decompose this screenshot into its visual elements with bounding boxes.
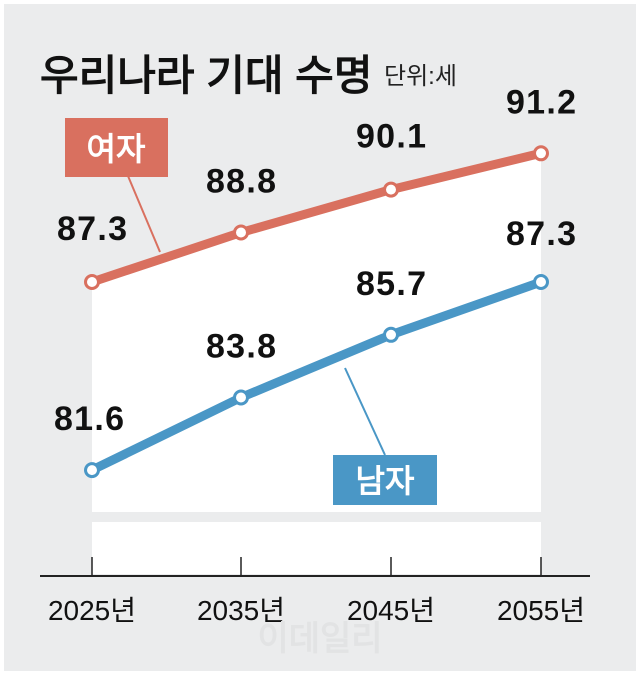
chart-title: 우리나라 기대 수명 xyxy=(40,52,372,99)
x-tick-label: 2045년 xyxy=(347,595,435,626)
male-data-point xyxy=(383,326,399,343)
male-data-label: 87.3 xyxy=(506,215,576,253)
female-data-point xyxy=(233,224,249,241)
watermark-logo: 이데일리 xyxy=(257,620,382,658)
male-legend-label: 남자 xyxy=(356,463,415,499)
male-data-point xyxy=(84,462,100,479)
female-series-line xyxy=(90,148,543,287)
plot-area-fill xyxy=(92,153,541,513)
female-data-label: 88.8 xyxy=(206,163,276,201)
male-data-label: 83.8 xyxy=(206,328,276,366)
unit-label: 단위:세 xyxy=(384,63,457,90)
female-callout-pointer xyxy=(127,175,161,253)
plot-lower-strip xyxy=(92,522,541,574)
female-data-point xyxy=(383,181,399,198)
female-legend-label: 여자 xyxy=(87,131,146,167)
male-data-point xyxy=(233,389,249,406)
female-data-label: 90.1 xyxy=(356,118,426,156)
x-tick-label: 2025년 xyxy=(48,595,136,626)
female-legend-box xyxy=(65,118,168,177)
male-callout-pointer xyxy=(344,367,386,456)
x-tick-label: 2055년 xyxy=(497,595,585,626)
x-tick-label: 2035년 xyxy=(197,595,285,626)
female-data-point xyxy=(84,274,100,290)
male-data-label: 85.7 xyxy=(356,265,426,303)
female-data-label: 87.3 xyxy=(57,210,127,248)
female-data-label: 91.2 xyxy=(506,83,576,121)
male-data-label: 81.6 xyxy=(54,400,124,438)
male-series-line xyxy=(90,277,543,475)
male-legend-box xyxy=(333,455,437,505)
female-data-point xyxy=(533,145,549,162)
male-data-point xyxy=(533,274,549,290)
